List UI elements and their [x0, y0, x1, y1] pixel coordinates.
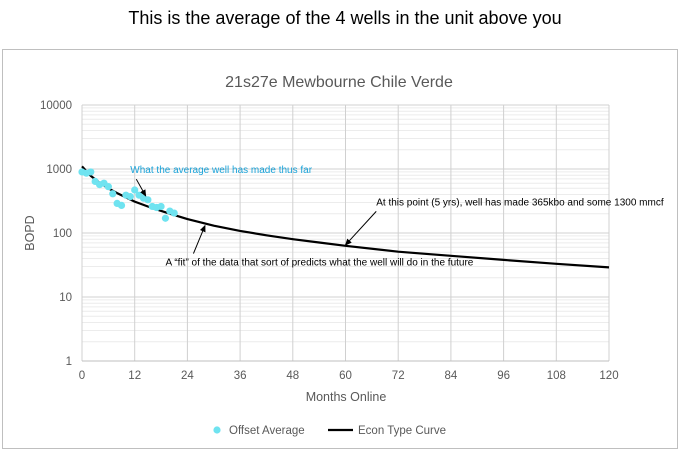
chart-title: 21s27e Mewbourne Chile Verde — [225, 74, 453, 91]
y-tick-label: 10000 — [40, 100, 72, 112]
x-tick-label: 108 — [547, 370, 566, 382]
chart-frame: 21s27e Mewbourne Chile Verde 0 12 24 36 48 60… — [2, 49, 678, 449]
legend-marker-offset-average — [213, 426, 221, 434]
offset-average-point — [104, 183, 112, 191]
annotation-text: At this point (5 yrs), well has made 365… — [376, 197, 664, 208]
x-axis-label: Months Online — [306, 390, 387, 404]
annotation-arrow — [135, 178, 147, 197]
legend: Offset Average Econ Type Curve — [213, 425, 446, 437]
x-tick-label: 12 — [128, 370, 141, 382]
legend-label-econ-type-curve: Econ Type Curve — [358, 425, 446, 437]
y-tick-label: 100 — [53, 228, 72, 240]
y-tick-label: 1000 — [46, 164, 72, 176]
annotation-text: What the average well has made thus far — [130, 165, 312, 176]
offset-average-point — [126, 193, 134, 201]
x-tick-label: 48 — [286, 370, 299, 382]
annotation-arrow — [192, 224, 206, 254]
x-tick-label: 84 — [445, 370, 458, 382]
x-tick-label: 120 — [599, 370, 618, 382]
offset-average-point — [87, 168, 95, 176]
y-axis-label: BOPD — [23, 215, 37, 250]
x-axis-ticks: 0 12 24 36 48 60 72 84 96 108 120 — [79, 370, 619, 382]
x-tick-label: 72 — [392, 370, 405, 382]
offset-average-point — [117, 201, 126, 209]
annotations: What the average well has made thus far A… — [130, 165, 664, 268]
econ-type-curve-line — [81, 165, 610, 269]
offset-average-point — [157, 202, 165, 211]
offset-average-point — [170, 209, 178, 217]
page-headline: This is the average of the 4 wells in th… — [128, 8, 562, 28]
offset-average-point — [161, 214, 170, 222]
x-tick-label: 60 — [339, 370, 352, 382]
legend-label-offset-average: Offset Average — [229, 425, 305, 437]
y-tick-label: 1 — [66, 356, 72, 368]
offset-average-point — [109, 190, 117, 198]
y-axis-ticks: 1 10 100 1000 10000 — [40, 100, 72, 368]
x-tick-label: 24 — [181, 370, 194, 382]
x-tick-label: 0 — [79, 370, 85, 382]
x-tick-label: 36 — [234, 370, 247, 382]
decline-curve-chart: 21s27e Mewbourne Chile Verde 0 12 24 36 48 60… — [23, 74, 664, 437]
annotation-text: A “fit” of the data that sort of predict… — [165, 258, 473, 269]
y-tick-label: 10 — [59, 292, 72, 304]
annotation-arrow — [344, 211, 377, 246]
type-curve-line — [81, 165, 610, 269]
major-gridlines — [81, 104, 610, 362]
offset-average-point — [131, 186, 139, 194]
offset-average-point — [144, 196, 152, 204]
x-tick-label: 96 — [497, 370, 510, 382]
